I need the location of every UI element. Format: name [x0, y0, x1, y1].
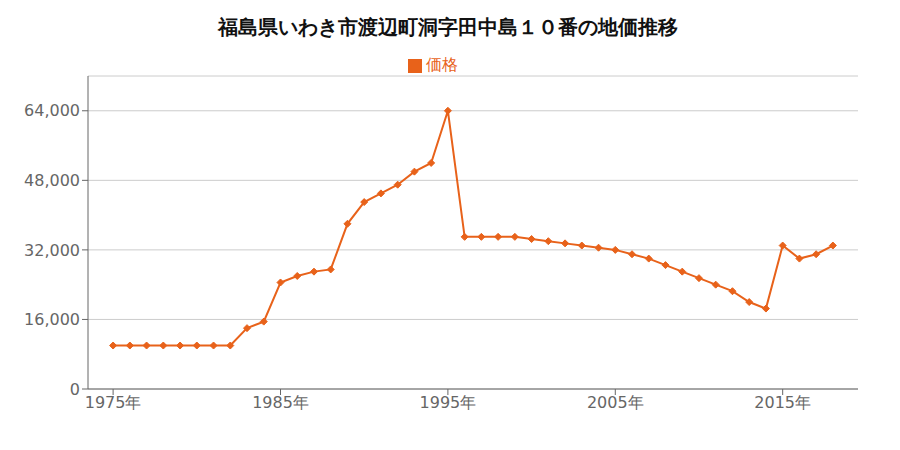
- svg-text:32,000: 32,000: [24, 241, 80, 260]
- svg-text:1975年: 1975年: [85, 393, 142, 412]
- svg-text:1985年: 1985年: [252, 393, 309, 412]
- svg-text:2005年: 2005年: [587, 393, 644, 412]
- svg-text:2015年: 2015年: [754, 393, 811, 412]
- svg-text:1995年: 1995年: [420, 393, 477, 412]
- html-text:価格: 価格: [426, 55, 458, 74]
- svg-text:0: 0: [70, 380, 80, 399]
- svg-text:48,000: 48,000: [24, 171, 80, 190]
- html-text:福島県いわき市渡辺町洞字田中島１０番の地価推移: 福島県いわき市渡辺町洞字田中島１０番の地価推移: [218, 15, 678, 39]
- svg-text:64,000: 64,000: [24, 101, 80, 120]
- svg-text:16,000: 16,000: [24, 310, 80, 329]
